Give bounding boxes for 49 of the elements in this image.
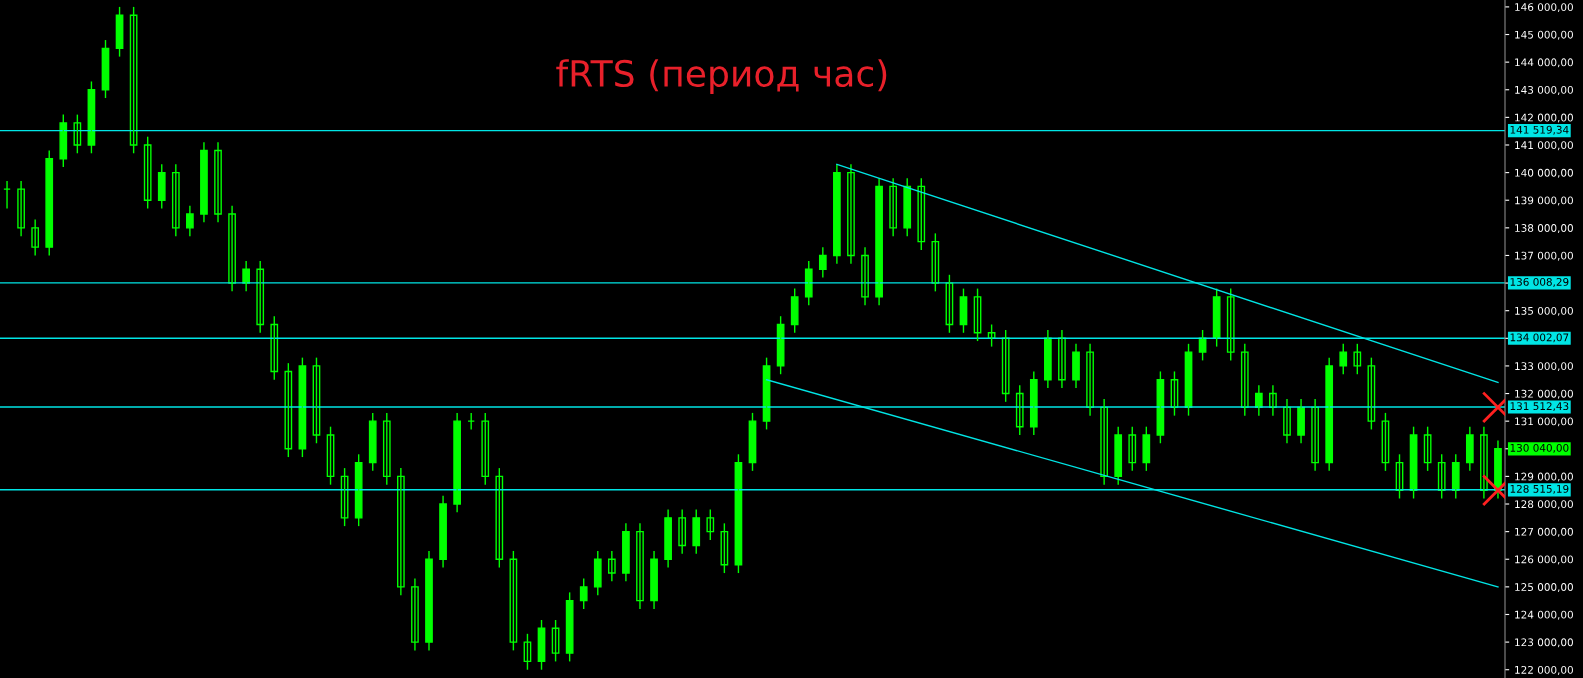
ref-line-label: 131 512,43	[1510, 402, 1569, 412]
y-tick-label: 145 000,00	[1515, 30, 1573, 40]
candlestick	[593, 550, 602, 596]
candlestick	[1226, 287, 1235, 362]
candlestick	[706, 508, 715, 541]
y-tick-label: 129 000,00	[1515, 472, 1573, 482]
y-tick-label: 122 000,00	[1515, 665, 1573, 675]
y-tick-label: 124 000,00	[1515, 610, 1573, 620]
y-tick-label: 138 000,00	[1515, 224, 1573, 234]
y-tick-label: 139 000,00	[1515, 196, 1573, 206]
y-tick-label: 128 000,00	[1515, 500, 1573, 510]
y-tick-label: 126 000,00	[1515, 555, 1573, 565]
candlestick	[45, 149, 54, 257]
y-tick-label: 135 000,00	[1515, 306, 1573, 316]
candlestick	[565, 591, 574, 663]
y-tick-label: 133 000,00	[1515, 362, 1573, 372]
text: 130 040,00	[1510, 443, 1569, 453]
candlestick	[1339, 343, 1348, 375]
candlestick	[143, 136, 152, 210]
y-tick-label: 146 000,00	[1515, 3, 1573, 13]
y-tick-label: 141 000,00	[1515, 141, 1573, 151]
y-tick-label: 123 000,00	[1515, 638, 1573, 648]
candlestick	[692, 508, 701, 555]
candlestick	[579, 577, 588, 610]
candlestick	[1114, 425, 1123, 486]
candlestick	[354, 453, 363, 527]
ref-line-label: 136 008,29	[1510, 277, 1569, 287]
candlestick	[368, 412, 377, 472]
candlestick	[1142, 425, 1151, 472]
y-tick-label: 140 000,00	[1515, 168, 1573, 178]
candlestick	[157, 163, 166, 210]
y-tick-label: 127 000,00	[1515, 527, 1573, 537]
candlestick	[1128, 425, 1137, 472]
candlestick	[481, 412, 490, 486]
y-tick-label: 137 000,00	[1515, 251, 1573, 261]
y-tick-label: 132 000,00	[1515, 389, 1573, 399]
y-tick-label: 142 000,00	[1515, 113, 1573, 123]
ref-line-label: 141 519,34	[1510, 125, 1569, 135]
y-tick-label: 125 000,00	[1515, 583, 1573, 593]
y-tick-label: 143 000,00	[1515, 85, 1573, 95]
ref-line-label: 134 002,07	[1510, 333, 1569, 343]
candlestick	[1353, 343, 1362, 375]
y-tick-label: 131 000,00	[1515, 417, 1573, 427]
candlestick	[790, 287, 799, 334]
y-tick-label: 144 000,00	[1515, 58, 1573, 68]
candlestick	[495, 467, 504, 569]
text: fRTS (период час)	[556, 59, 887, 95]
ref-line-label: 128 515,19	[1510, 484, 1569, 494]
candlestick	[382, 412, 391, 486]
